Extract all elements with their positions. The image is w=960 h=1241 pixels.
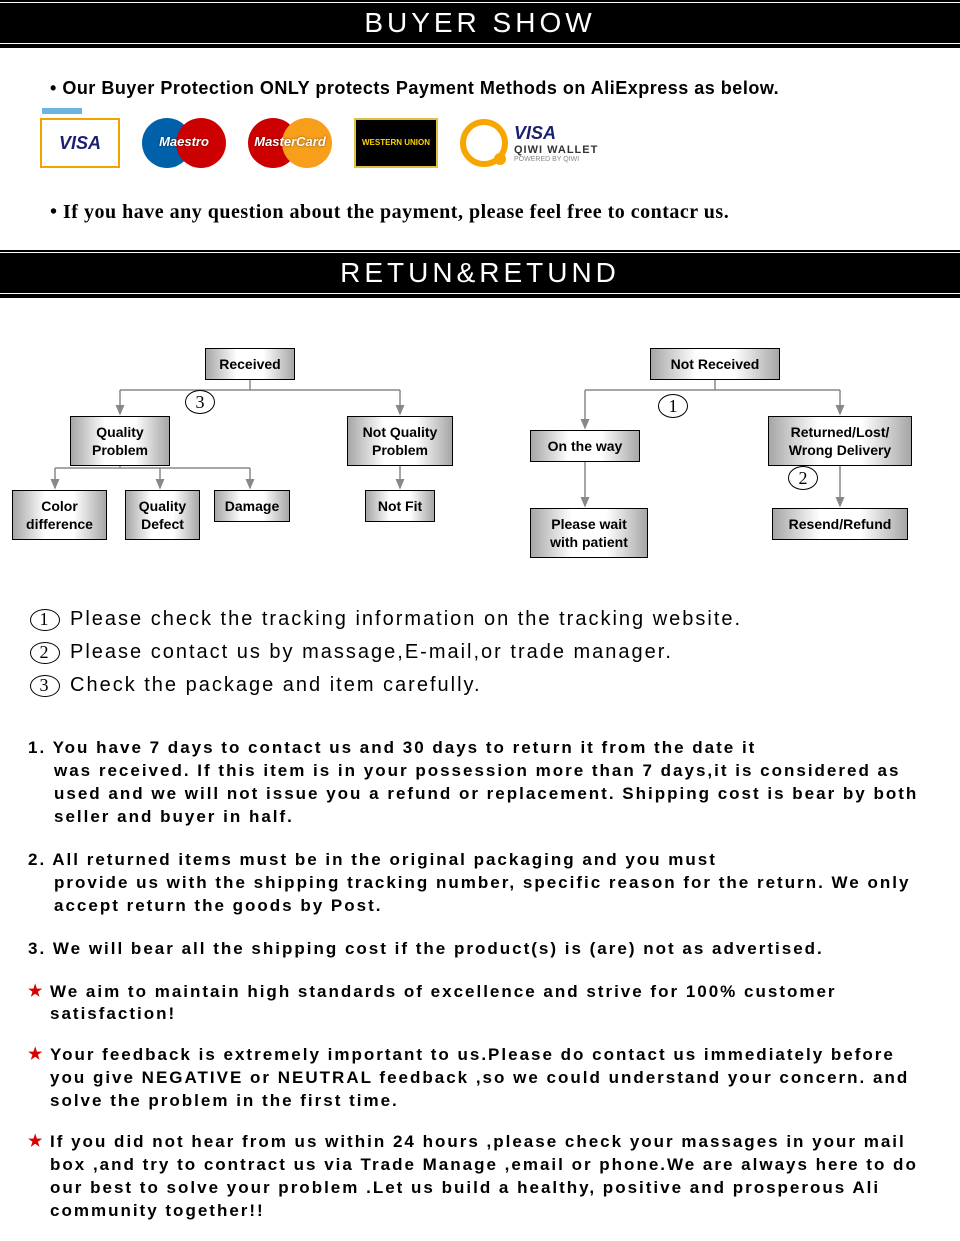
qiwi-text: VISA QIWI WALLET POWERED BY QIWI [514, 123, 598, 163]
star-3: If you did not hear from us within 24 ho… [28, 1131, 932, 1223]
step-1-number: 1 [30, 609, 60, 631]
badge-1: 1 [658, 394, 688, 418]
step-3: 3 Check the package and item carefully. [30, 674, 960, 697]
step-1-text: Please check the tracking information on… [70, 608, 742, 631]
steps-list: 1 Please check the tracking information o… [0, 608, 960, 697]
buyer-show-title: BUYER SHOW [0, 2, 960, 44]
visa-label: VISA [59, 133, 101, 154]
node-damage: Damage [214, 490, 290, 522]
node-not-received: Not Received [650, 348, 780, 380]
maestro-icon: Maestro [142, 115, 226, 171]
visa-card-icon: VISA [40, 118, 120, 168]
badge-2: 2 [788, 466, 818, 490]
policy-1: 1. You have 7 days to contact us and 30 … [28, 737, 932, 829]
node-received: Received [205, 348, 295, 380]
step-3-text: Check the package and item carefully. [70, 674, 482, 697]
qiwi-visa-label: VISA [514, 123, 598, 144]
maestro-label: Maestro [142, 134, 226, 149]
step-2: 2 Please contact us by massage,E-mail,or … [30, 641, 960, 664]
node-resend-refund: Resend/Refund [772, 508, 908, 540]
step-2-text: Please contact us by massage,E-mail,or t… [70, 641, 673, 664]
wu-label: WESTERN UNION [362, 139, 430, 148]
node-on-the-way: On the way [530, 430, 640, 462]
node-color-difference: Color difference [12, 490, 107, 540]
policy-2b: provide us with the shipping tracking nu… [28, 872, 932, 918]
badge-3: 3 [185, 390, 215, 414]
node-returned-lost: Returned/Lost/ Wrong Delivery [768, 416, 912, 466]
western-union-icon: WESTERN UNION [354, 118, 438, 168]
buyer-show-header: BUYER SHOW [0, 0, 960, 48]
qiwi-circle-icon [460, 119, 508, 167]
node-quality-defect: Quality Defect [125, 490, 200, 540]
policy-1a: 1. You have 7 days to contact us and 30 … [28, 738, 756, 757]
qiwi-wallet-label: QIWI WALLET [514, 144, 598, 156]
payment-section: Our Buyer Protection ONLY protects Payme… [0, 78, 960, 224]
policy-3: 3. We will bear all the shipping cost if… [28, 938, 932, 961]
policy-2: 2. All returned items must be in the ori… [28, 849, 932, 918]
step-2-number: 2 [30, 642, 60, 664]
star-2: Your feedback is extremely important to … [28, 1044, 932, 1113]
star-notes-2: Your feedback is extremely important to … [28, 1044, 932, 1113]
star-1: We aim to maintain high standards of exc… [28, 981, 932, 1027]
node-please-wait: Please wait with patient [530, 508, 648, 558]
policy-1b: was received. If this item is in your po… [28, 760, 932, 829]
qiwi-powered-label: POWERED BY QIWI [514, 156, 598, 163]
payment-methods-row: VISA Maestro MasterCard WESTERN UNION VI… [40, 115, 930, 171]
return-policy: 1. You have 7 days to contact us and 30 … [28, 737, 932, 961]
mastercard-icon: MasterCard [248, 115, 332, 171]
protection-statement: Our Buyer Protection ONLY protects Payme… [50, 78, 930, 99]
step-1: 1 Please check the tracking information o… [30, 608, 960, 631]
node-not-fit: Not Fit [365, 490, 435, 522]
return-refund-header: RETUN&RETUND [0, 250, 960, 298]
mastercard-label: MasterCard [248, 134, 332, 149]
star-notes: We aim to maintain high standards of exc… [28, 981, 932, 1027]
step-3-number: 3 [30, 675, 60, 697]
node-not-quality-problem: Not Quality Problem [347, 416, 453, 466]
return-flowchart: Received 3 Quality Problem Not Quality P… [0, 328, 960, 588]
star-notes-3: If you did not hear from us within 24 ho… [28, 1131, 932, 1223]
node-quality-problem: Quality Problem [70, 416, 170, 466]
qiwi-wallet-icon: VISA QIWI WALLET POWERED BY QIWI [460, 119, 598, 167]
question-statement: If you have any question about the payme… [50, 201, 930, 224]
policy-2a: 2. All returned items must be in the ori… [28, 850, 717, 869]
return-refund-title: RETUN&RETUND [0, 252, 960, 294]
